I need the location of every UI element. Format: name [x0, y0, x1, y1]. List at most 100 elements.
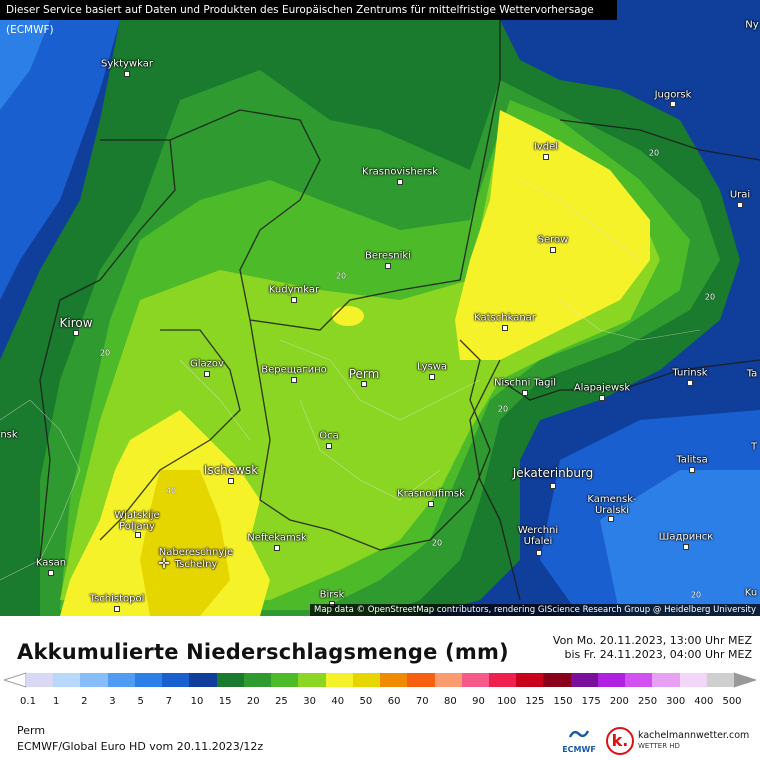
- isoline-label: 20: [335, 271, 347, 281]
- legend-color-cell: [53, 673, 81, 687]
- city-label[interactable]: Birsk: [319, 589, 345, 601]
- legend-label: 10: [190, 696, 204, 707]
- city-marker: [428, 501, 434, 507]
- legend-label: 2: [81, 696, 88, 707]
- legend-color-cell: [352, 673, 381, 687]
- city-label[interactable]: Ivdel: [533, 141, 559, 153]
- city-label[interactable]: Kudymkar: [268, 284, 320, 296]
- city-label[interactable]: T: [750, 441, 758, 453]
- city-label[interactable]: Serow: [537, 234, 569, 246]
- kachelmann-logo-icon[interactable]: k.: [606, 727, 634, 755]
- city-marker: [429, 374, 435, 380]
- ecmwf-logo[interactable]: ECMWF: [559, 726, 599, 756]
- color-scale: [4, 670, 756, 690]
- city-label[interactable]: Glazov: [190, 358, 224, 370]
- city-label[interactable]: Оса: [319, 430, 339, 442]
- city-marker: [522, 390, 528, 396]
- city-label[interactable]: Ku: [744, 587, 758, 599]
- city-label[interactable]: Jugorsk: [654, 89, 692, 101]
- city-label[interactable]: Ischewsk: [203, 463, 259, 477]
- city-label[interactable]: Kasan: [35, 557, 67, 569]
- city-label[interactable]: Werchni Ufalei: [517, 525, 559, 547]
- legend-label: 20: [246, 696, 260, 707]
- isoline-label: 20: [497, 404, 509, 414]
- chart-title: Akkumulierte Niederschlagsmenge (mm): [17, 640, 509, 664]
- city-marker: [274, 545, 280, 551]
- legend-color-cell: [706, 673, 735, 687]
- city-marker: [543, 154, 549, 160]
- precipitation-map[interactable]: Dieser Service basiert auf Daten und Pro…: [0, 0, 760, 616]
- legend-color-cell: [679, 673, 707, 687]
- isoline-label: 20: [704, 292, 716, 302]
- selected-location-crosshair-icon[interactable]: ✛: [158, 556, 170, 572]
- legend-color-cell: [434, 673, 462, 687]
- city-label[interactable]: Верещагино: [261, 364, 327, 376]
- legend-label: 175: [581, 696, 601, 707]
- city-marker: [397, 179, 403, 185]
- city-label[interactable]: Kamensk-Uralski: [587, 494, 637, 516]
- city-label[interactable]: Syktywkar: [101, 58, 153, 70]
- city-label[interactable]: Turinsk: [672, 367, 708, 379]
- legend-color-cell: [652, 673, 680, 687]
- legend-label: 200: [609, 696, 629, 707]
- city-label[interactable]: Beresniki: [365, 250, 411, 262]
- city-label[interactable]: Tschistopol: [89, 593, 145, 605]
- city-label[interactable]: Talitsa: [676, 454, 708, 466]
- city-marker: [687, 380, 693, 386]
- city-label[interactable]: Krasnovishersk: [362, 166, 438, 178]
- city-label[interactable]: Шадринск: [658, 531, 714, 543]
- kachelmann-site-sub: WETTER HD: [638, 742, 680, 750]
- legend-color-cell: [298, 673, 326, 687]
- city-label[interactable]: Alapajewsk: [573, 382, 631, 394]
- legend-color-cell: [380, 673, 408, 687]
- legend-color-cell: [216, 673, 244, 687]
- city-label[interactable]: Perm: [348, 367, 380, 381]
- legend-color-cell: [189, 673, 217, 687]
- legend-color-cell: [271, 673, 299, 687]
- legend-label: 7: [165, 696, 172, 707]
- city-marker: [361, 381, 367, 387]
- city-marker: [737, 202, 743, 208]
- legend-label: 70: [415, 696, 429, 707]
- forecast-period: Von Mo. 20.11.2023, 13:00 Uhr MEZ bis Fr…: [553, 634, 752, 662]
- isoline-label: 20: [99, 348, 111, 358]
- legend-label: 60: [387, 696, 401, 707]
- legend-color-cell: [243, 673, 272, 687]
- city-label[interactable]: Wjatskije Poljany: [114, 510, 160, 532]
- city-label[interactable]: Nabereschnyje Tschelny: [158, 547, 234, 570]
- city-label[interactable]: Katschkanar: [474, 312, 536, 324]
- legend-color-cell: [325, 673, 353, 687]
- legend-color-cell: [516, 673, 544, 687]
- legend-label: 100: [497, 696, 517, 707]
- city-label[interactable]: Urai: [729, 189, 751, 201]
- city-label[interactable]: Krasnoufimsk: [397, 488, 465, 500]
- city-marker: [48, 570, 54, 576]
- city-label[interactable]: Neftekamsk: [247, 532, 307, 544]
- legend-color-cell: [597, 673, 626, 687]
- legend-label: 15: [218, 696, 232, 707]
- location-name: Perm: [17, 724, 46, 737]
- legend-label: 3: [109, 696, 116, 707]
- city-label[interactable]: Ta: [746, 368, 758, 380]
- city-label[interactable]: Jekaterinburg: [512, 466, 594, 480]
- city-label[interactable]: Ny: [745, 19, 759, 31]
- period-to: bis Fr. 24.11.2023, 04:00 Uhr MEZ: [564, 648, 753, 661]
- legend-label: 400: [694, 696, 714, 707]
- legend-label: 125: [525, 696, 545, 707]
- city-label[interactable]: Nischni Tagil: [493, 377, 557, 389]
- legend-color-cell: [80, 673, 108, 687]
- kachelmann-site-name[interactable]: kachelmannwetter.com: [638, 730, 750, 741]
- city-label[interactable]: nsk: [0, 429, 18, 441]
- legend-label: 50: [359, 696, 373, 707]
- city-label[interactable]: Lyswa: [416, 361, 448, 373]
- legend-label: 300: [666, 696, 686, 707]
- city-marker: [599, 395, 605, 401]
- ecmwf-logo-text: ECMWF: [562, 745, 596, 754]
- legend-label: 250: [637, 696, 658, 707]
- city-label[interactable]: Kirow: [59, 316, 93, 330]
- ecmwf-notice-banner: Dieser Service basiert auf Daten und Pro…: [0, 0, 617, 36]
- city-marker: [326, 443, 332, 449]
- legend-color-cell: [26, 673, 54, 687]
- legend-color-cell: [625, 673, 653, 687]
- legend-color-cell: [570, 673, 598, 687]
